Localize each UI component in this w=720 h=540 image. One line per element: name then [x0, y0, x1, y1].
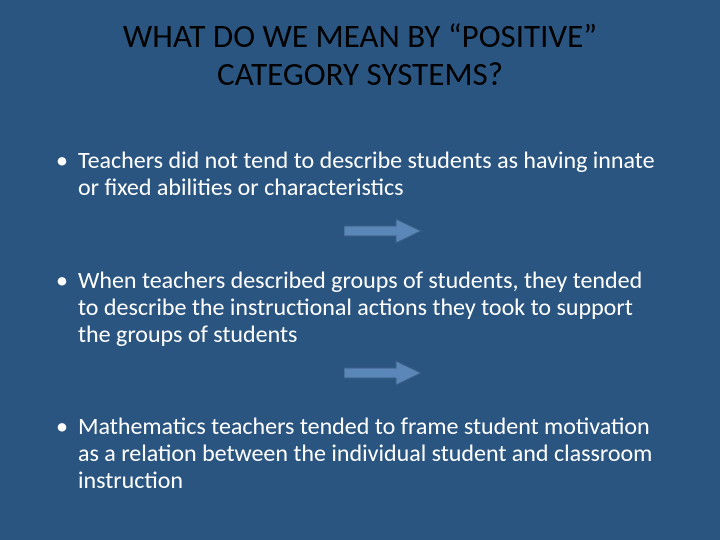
slide-title: WHAT DO WE MEAN BY “POSITIVE” CATEGORY S… [0, 18, 720, 94]
arrow-right-icon [344, 360, 422, 386]
bullet-1: Teachers did not tend to describe studen… [56, 148, 660, 202]
bullet-3: Mathematics teachers tended to frame stu… [56, 414, 660, 495]
bullet-2: When teachers described groups of studen… [56, 268, 660, 349]
arrow-right-icon [344, 218, 422, 244]
